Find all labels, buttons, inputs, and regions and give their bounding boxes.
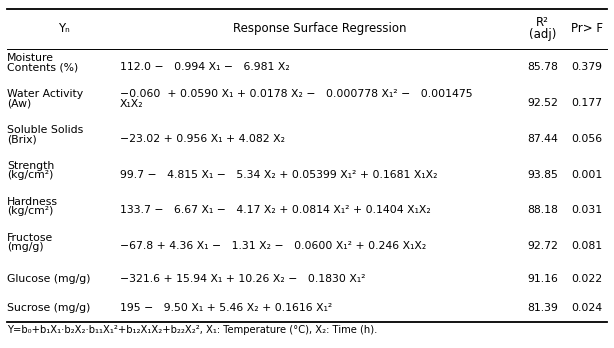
Text: −0.060  + 0.0590 X₁ + 0.0178 X₂ −   0.000778 X₁² −   0.001475: −0.060 + 0.0590 X₁ + 0.0178 X₂ − 0.00077… xyxy=(120,89,472,99)
Text: 0.379: 0.379 xyxy=(571,62,602,72)
Text: 0.081: 0.081 xyxy=(571,242,602,251)
Text: Glucose (mg/g): Glucose (mg/g) xyxy=(7,274,91,284)
Text: 99.7 −   4.815 X₁ −   5.34 X₂ + 0.05399 X₁² + 0.1681 X₁X₂: 99.7 − 4.815 X₁ − 5.34 X₂ + 0.05399 X₁² … xyxy=(120,169,437,180)
Text: 87.44: 87.44 xyxy=(527,134,558,144)
Text: 0.031: 0.031 xyxy=(571,205,602,215)
Text: 0.024: 0.024 xyxy=(571,302,602,313)
Text: 195 −   9.50 X₁ + 5.46 X₂ + 0.1616 X₁²: 195 − 9.50 X₁ + 5.46 X₂ + 0.1616 X₁² xyxy=(120,302,332,313)
Text: 0.177: 0.177 xyxy=(571,98,602,108)
Text: Pr> F: Pr> F xyxy=(570,22,603,35)
Text: Water Activity: Water Activity xyxy=(7,89,84,99)
Text: Strength: Strength xyxy=(7,161,55,171)
Text: X₁X₂: X₁X₂ xyxy=(120,98,143,109)
Text: 0.056: 0.056 xyxy=(571,134,602,144)
Text: −67.8 + 4.36 X₁ −   1.31 X₂ −   0.0600 X₁² + 0.246 X₁X₂: −67.8 + 4.36 X₁ − 1.31 X₂ − 0.0600 X₁² +… xyxy=(120,242,426,251)
Text: 92.72: 92.72 xyxy=(527,242,558,251)
Text: (kg/cm²): (kg/cm²) xyxy=(7,206,54,216)
Text: 112.0 −   0.994 X₁ −   6.981 X₂: 112.0 − 0.994 X₁ − 6.981 X₂ xyxy=(120,62,289,72)
Text: Contents (%): Contents (%) xyxy=(7,63,79,73)
Text: R²: R² xyxy=(537,16,549,29)
Text: 88.18: 88.18 xyxy=(527,205,558,215)
Text: 133.7 −   6.67 X₁ −   4.17 X₂ + 0.0814 X₁² + 0.1404 X₁X₂: 133.7 − 6.67 X₁ − 4.17 X₂ + 0.0814 X₁² +… xyxy=(120,205,430,215)
Text: −23.02 + 0.956 X₁ + 4.082 X₂: −23.02 + 0.956 X₁ + 4.082 X₂ xyxy=(120,134,285,144)
Text: 92.52: 92.52 xyxy=(527,98,558,108)
Text: Sucrose (mg/g): Sucrose (mg/g) xyxy=(7,302,91,313)
Text: Soluble Solids: Soluble Solids xyxy=(7,125,84,135)
Text: (kg/cm²): (kg/cm²) xyxy=(7,171,54,181)
Text: (Brix): (Brix) xyxy=(7,135,37,144)
Text: (Aw): (Aw) xyxy=(7,98,31,109)
Text: Y=b₀+b₁X₁·b₂X₂·b₁₁X₁²+b₁₂X₁X₂+b₂₂X₂², X₁: Temperature (°C), X₂: Time (h).: Y=b₀+b₁X₁·b₂X₂·b₁₁X₁²+b₁₂X₁X₂+b₂₂X₂², X₁… xyxy=(7,325,378,335)
Text: Fructose: Fructose xyxy=(7,232,53,243)
Text: 0.001: 0.001 xyxy=(571,169,602,180)
Text: Yₙ: Yₙ xyxy=(58,22,69,35)
Text: (adj): (adj) xyxy=(529,29,556,41)
Text: Moisture: Moisture xyxy=(7,53,55,63)
Text: 93.85: 93.85 xyxy=(527,169,558,180)
Text: Response Surface Regression: Response Surface Regression xyxy=(233,22,406,35)
Text: 91.16: 91.16 xyxy=(527,274,558,284)
Text: 81.39: 81.39 xyxy=(527,302,558,313)
Text: Hardness: Hardness xyxy=(7,197,58,207)
Text: −321.6 + 15.94 X₁ + 10.26 X₂ −   0.1830 X₁²: −321.6 + 15.94 X₁ + 10.26 X₂ − 0.1830 X₁… xyxy=(120,274,365,284)
Text: 0.022: 0.022 xyxy=(571,274,602,284)
Text: 85.78: 85.78 xyxy=(527,62,558,72)
Text: (mg/g): (mg/g) xyxy=(7,242,44,252)
